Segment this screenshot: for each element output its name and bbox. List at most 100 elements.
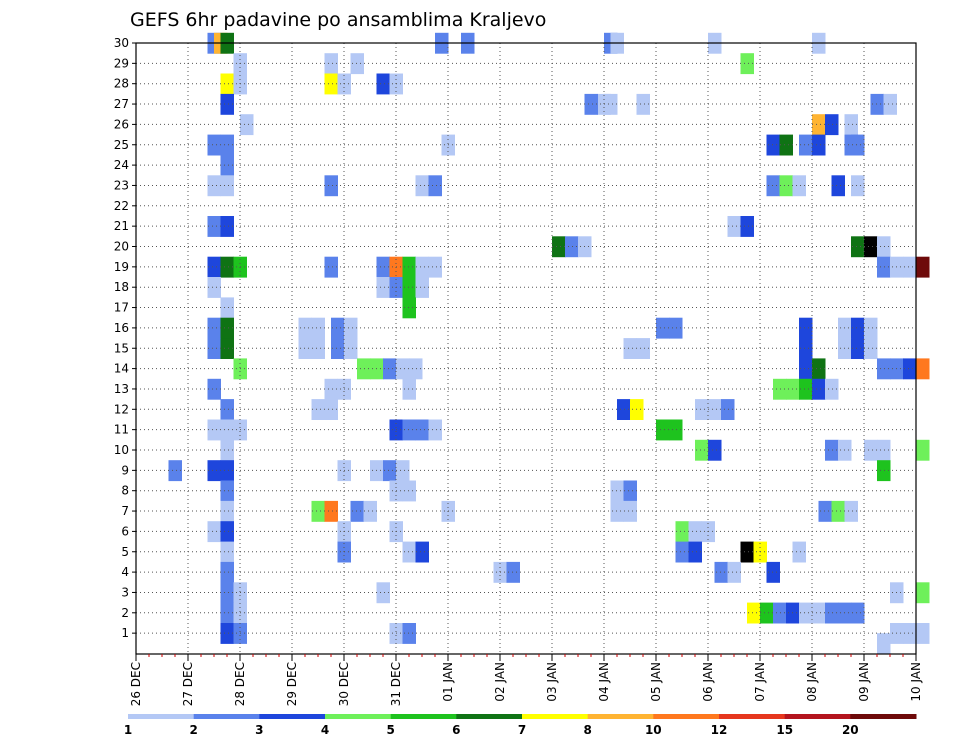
colorbar-label: 10 — [645, 723, 662, 737]
precip-cell — [220, 216, 234, 237]
precip-cell — [799, 338, 813, 359]
precip-cell — [207, 175, 221, 197]
precip-cell — [779, 134, 793, 156]
x-tick-label: 07 JAN — [753, 662, 767, 702]
precip-cell — [383, 460, 397, 482]
x-tick-label: 26 DEC — [129, 662, 143, 706]
colorbar-swatch — [784, 714, 851, 719]
y-tick-label: 14 — [114, 362, 129, 376]
precip-cell — [864, 338, 878, 359]
precip-cell — [168, 460, 182, 482]
colorbar-label: 20 — [842, 723, 859, 737]
precip-cell — [428, 175, 442, 197]
x-axis-ticks: 26 DEC 27 DEC 28 DEC 29 DEC 30 DEC 31 DEC 01 J… — [129, 654, 923, 706]
precip-cell — [851, 236, 865, 258]
y-tick-label: 12 — [114, 402, 129, 416]
precip-cell — [916, 623, 930, 644]
y-tick-label: 22 — [114, 199, 129, 213]
precip-cell — [220, 561, 234, 583]
x-tick-label: 30 DEC — [337, 662, 351, 706]
precip-cell — [623, 500, 637, 522]
precip-cell — [324, 378, 338, 400]
precip-cell — [220, 582, 234, 604]
x-tick-label: 10 JAN — [909, 662, 923, 702]
precip-cell — [506, 561, 520, 583]
precip-cell — [298, 338, 312, 359]
y-tick-label: 6 — [121, 524, 129, 538]
y-tick-label: 8 — [121, 484, 129, 498]
precip-cell — [324, 500, 338, 522]
precip-cell — [220, 73, 234, 95]
precip-cell — [604, 93, 618, 115]
precip-cell — [844, 500, 858, 522]
precip-cell — [773, 378, 787, 400]
precip-cell — [220, 154, 234, 176]
precip-cell — [851, 175, 865, 197]
precip-cell — [402, 297, 416, 319]
y-tick-label: 16 — [114, 321, 129, 335]
colorbar-label: 3 — [255, 723, 263, 737]
precip-cell — [688, 521, 702, 543]
precip-cell — [903, 256, 917, 278]
y-tick-label: 27 — [114, 97, 129, 111]
precip-cell — [675, 521, 689, 543]
precip-cell — [376, 582, 390, 604]
y-tick-label: 5 — [121, 545, 129, 559]
precip-cell — [207, 378, 221, 400]
x-tick-label: 08 JAN — [805, 662, 819, 702]
precipitation-cells — [168, 32, 930, 655]
y-tick-label: 2 — [121, 606, 129, 620]
precip-cell — [240, 114, 254, 136]
precip-cell — [818, 500, 832, 522]
precip-cell — [792, 541, 806, 563]
precip-cell — [812, 358, 826, 380]
y-tick-label: 10 — [114, 443, 129, 457]
precip-cell — [350, 53, 364, 75]
y-tick-label: 30 — [114, 36, 129, 50]
precip-cell — [207, 419, 221, 441]
precip-cell — [409, 358, 423, 380]
precip-cell — [357, 358, 371, 380]
precip-cell — [844, 114, 858, 136]
precip-cell — [584, 93, 598, 115]
colorbar-swatch — [587, 714, 654, 719]
colorbar-swatch — [128, 714, 195, 719]
precip-cell — [916, 582, 930, 604]
precip-cell — [773, 602, 787, 624]
y-tick-label: 1 — [121, 626, 129, 640]
precip-cell — [220, 480, 234, 502]
precip-cell — [220, 460, 234, 482]
precip-cell — [740, 541, 754, 563]
precip-cell — [695, 399, 709, 420]
precip-cell — [311, 338, 325, 359]
precip-cell — [324, 256, 338, 278]
precip-cell — [610, 480, 624, 502]
precip-cell — [415, 175, 429, 197]
x-tick-label: 28 DEC — [233, 662, 247, 706]
precip-cell — [220, 623, 234, 644]
precip-cell — [402, 277, 416, 298]
x-tick-label: 03 JAN — [545, 662, 559, 702]
precip-cell — [812, 134, 826, 156]
precip-cell — [415, 541, 429, 563]
precip-cell — [617, 399, 631, 420]
precip-cell — [415, 419, 429, 441]
y-tick-label: 3 — [121, 585, 129, 599]
precip-cell — [766, 561, 780, 583]
precip-cell — [383, 358, 397, 380]
precip-cell — [877, 439, 891, 461]
precip-cell — [864, 317, 878, 339]
colorbar-swatch — [522, 714, 589, 719]
precip-cell — [779, 175, 793, 197]
y-tick-label: 9 — [121, 463, 129, 477]
precip-cell — [428, 256, 442, 278]
precip-cell — [656, 419, 670, 441]
precip-cell — [883, 93, 897, 115]
precip-cell — [402, 256, 416, 278]
chart-title: GEFS 6hr padavine po ansamblima Kraljevo — [130, 9, 546, 31]
precip-cell — [402, 480, 416, 502]
y-tick-label: 4 — [121, 565, 129, 579]
x-tick-label: 09 JAN — [857, 662, 871, 702]
precip-cell — [350, 500, 364, 522]
y-axis-ticks: 1234567891011121314151617181920212223242… — [114, 36, 136, 640]
